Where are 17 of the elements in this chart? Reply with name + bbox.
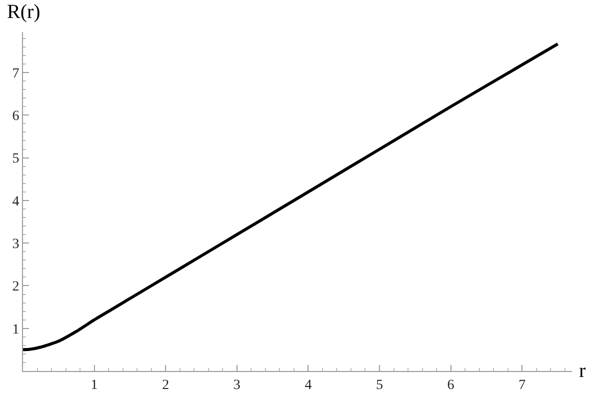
line-series bbox=[23, 42, 560, 352]
x-tick-label: 6 bbox=[447, 378, 454, 393]
y-tick-label: 2 bbox=[12, 280, 20, 295]
y-tick-label: 6 bbox=[12, 109, 20, 124]
y-tick-label: 7 bbox=[12, 66, 20, 82]
x-tick-label: 7 bbox=[518, 378, 526, 393]
y-tick-label: 4 bbox=[12, 194, 20, 210]
y-tick-label: 5 bbox=[12, 152, 20, 167]
y-axis-title: R(r) bbox=[7, 1, 40, 23]
x-tick-label: 1 bbox=[90, 378, 98, 393]
x-tick-label: 2 bbox=[162, 378, 170, 393]
x-tick-label: 4 bbox=[304, 378, 312, 393]
x-tick-label: 5 bbox=[376, 378, 383, 393]
x-tick-label: 3 bbox=[233, 378, 240, 393]
y-tick-label: 3 bbox=[12, 236, 20, 252]
y-tick-label: 1 bbox=[12, 322, 20, 338]
x-axis-title: r bbox=[579, 360, 586, 382]
